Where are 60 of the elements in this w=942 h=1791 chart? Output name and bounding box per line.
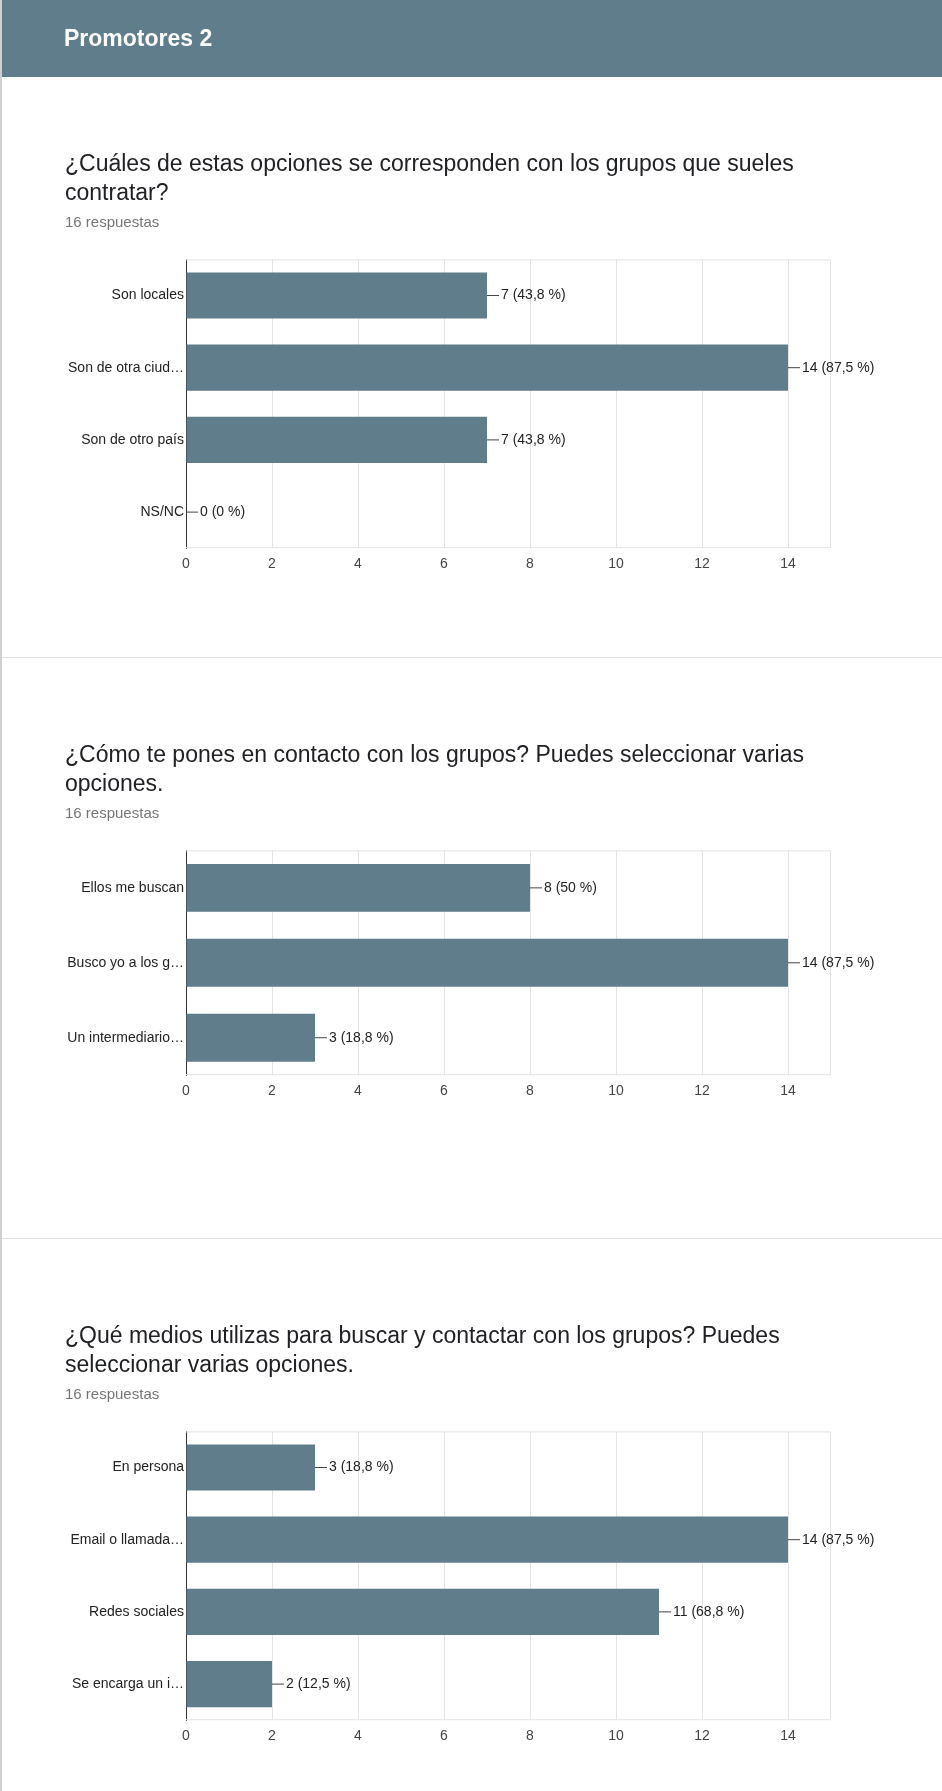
data-label: 8 (50 %): [544, 878, 597, 895]
y-tick-label: Busco yo a los g…: [67, 953, 184, 970]
y-tick-label: Un intermediario…: [67, 1028, 184, 1045]
x-tick-label: 4: [354, 555, 363, 572]
y-tick-label: Son de otra ciud…: [68, 358, 184, 375]
chart-title: ¿Cuáles de estas opciones se corresponden con los grupos que sueles contratar?: [65, 149, 795, 207]
text: Promotores 2: [2, 0, 942, 77]
x-tick-label: 0: [182, 1082, 191, 1099]
chart-title: ¿Cómo te pones en contacto con los grupos? Puedes seleccionar varias opciones.: [65, 740, 805, 798]
bar: [186, 1444, 315, 1491]
x-tick-label: 12: [694, 555, 710, 572]
x-tick-label: 4: [354, 1727, 363, 1744]
y-tick-label: Son locales: [111, 286, 184, 303]
data-label: 11 (68,8 %): [673, 1602, 745, 1619]
x-tick-label: 12: [694, 1727, 710, 1744]
data-label: 3 (18,8 %): [329, 1028, 394, 1045]
x-tick-label: 0: [182, 1727, 191, 1744]
bar: [186, 938, 788, 987]
x-tick-label: 2: [268, 1082, 277, 1099]
x-tick-label: 10: [608, 1082, 624, 1099]
data-label: 2 (12,5 %): [286, 1674, 351, 1691]
data-label: 3 (18,8 %): [329, 1458, 394, 1475]
data-label: 0 (0 %): [200, 502, 246, 519]
chart-subtitle: 16 respuestas: [65, 213, 160, 230]
data-label: 14 (87,5 %): [802, 1530, 875, 1547]
data-label: 7 (43,8 %): [501, 430, 566, 447]
chart-subtitle: 16 respuestas: [65, 804, 160, 821]
x-tick-label: 10: [608, 1727, 624, 1744]
x-tick-label: 6: [440, 1727, 449, 1744]
data-label: 14 (87,5 %): [802, 953, 875, 970]
bar: [186, 1588, 659, 1635]
x-tick-label: 8: [526, 555, 535, 572]
bar: [186, 1661, 272, 1708]
x-tick-label: 12: [694, 1082, 710, 1099]
y-tick-label: Ellos me buscan: [81, 878, 184, 895]
x-tick-label: 4: [354, 1082, 363, 1099]
data-label: 7 (43,8 %): [501, 286, 566, 303]
y-tick-label: Email o llamada…: [70, 1530, 184, 1547]
chart-subtitle: 16 respuestas: [65, 1385, 160, 1402]
x-tick-label: 10: [608, 555, 624, 572]
y-tick-label: Son de otro país: [81, 430, 184, 447]
x-tick-label: 14: [780, 1727, 796, 1744]
x-tick-label: 8: [526, 1082, 535, 1099]
x-tick-label: 6: [440, 555, 449, 572]
x-tick-label: 2: [268, 555, 277, 572]
x-tick-label: 2: [268, 1727, 277, 1744]
chart-title: ¿Qué medios utilizas para buscar y contactar con los grupos? Puedes seleccionar varias opciones.: [65, 1321, 781, 1379]
x-tick-label: 0: [182, 555, 191, 572]
x-tick-label: 14: [780, 1082, 796, 1099]
y-tick-label: Redes sociales: [89, 1602, 184, 1619]
y-tick-label: NS/NC: [140, 502, 184, 519]
x-tick-label: 6: [440, 1082, 449, 1099]
y-tick-label: En persona: [112, 1458, 185, 1475]
x-tick-label: 8: [526, 1727, 535, 1744]
bar: [186, 1516, 788, 1563]
data-label: 14 (87,5 %): [802, 358, 875, 375]
bar: [186, 863, 530, 912]
bar: [186, 1013, 315, 1062]
y-tick-label: Se encarga un i…: [71, 1674, 184, 1691]
x-tick-label: 14: [780, 555, 796, 572]
